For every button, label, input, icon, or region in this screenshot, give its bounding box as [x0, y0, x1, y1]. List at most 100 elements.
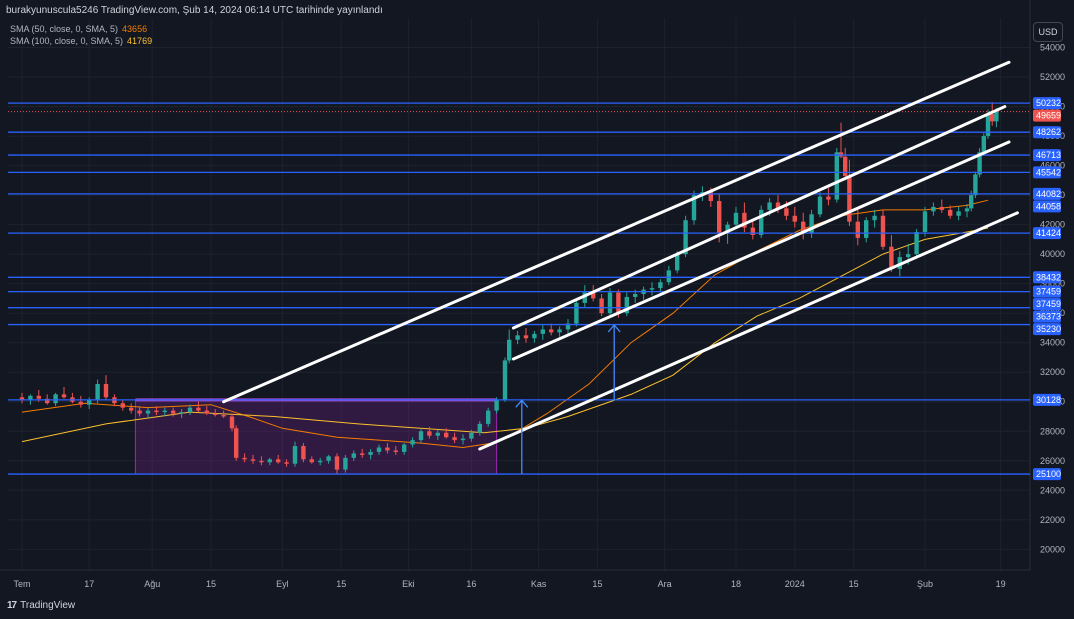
candle-body [229, 416, 235, 429]
candle-body [549, 329, 554, 333]
candle-body [624, 296, 629, 314]
candle-body [990, 113, 995, 122]
candle-body [922, 211, 928, 233]
price-tag-label: 35230 [1036, 324, 1061, 334]
candle-body [948, 209, 953, 216]
candle-body [834, 152, 839, 200]
channel-line [222, 60, 1011, 404]
channel-line [511, 140, 1011, 361]
candle-body [179, 412, 184, 414]
time-tick-label: 16 [466, 579, 476, 589]
candle-body [616, 292, 621, 314]
candle-body [53, 394, 58, 404]
candle-body [931, 206, 936, 212]
candle-body [196, 407, 201, 411]
candle-body [607, 292, 613, 314]
price-tag-label: 49659 [1036, 111, 1061, 121]
candle-body [649, 288, 655, 290]
sma100-label: SMA (100, close, 0, SMA, 5) [10, 36, 124, 46]
price-tick-label: 42000 [1040, 220, 1065, 230]
candle-body [120, 403, 125, 408]
candle-body [523, 335, 529, 339]
candle-body [402, 444, 407, 452]
candle-body [969, 195, 974, 209]
candle-body [259, 460, 264, 463]
candle-body [61, 394, 67, 398]
candle-body [234, 428, 239, 458]
sma50-label: SMA (50, close, 0, SMA, 5) [10, 24, 119, 34]
candle-body [36, 395, 41, 399]
price-tick-label: 22000 [1040, 515, 1065, 525]
candle-body [855, 221, 860, 238]
time-axis[interactable]: Tem 17 Ağu 15 Eyl 15 Eki 16 Kas 15 Ara 18 2024 15 Şub 1… [13, 579, 1005, 589]
candle-body [162, 410, 167, 413]
trend-channels [222, 60, 1019, 451]
candle-body [242, 457, 247, 460]
grid [0, 0, 1031, 571]
price-tick-label: 28000 [1040, 426, 1065, 436]
time-tick-label: 18 [731, 579, 741, 589]
candle-body [864, 220, 869, 238]
candle-body [633, 294, 638, 297]
level-price-tag [1033, 298, 1061, 311]
candle-body [250, 459, 256, 461]
candle-body [418, 431, 424, 441]
level-price-tag [1033, 393, 1061, 406]
level-price-tag [1033, 97, 1061, 110]
time-tick-label: Eyl [276, 579, 289, 589]
candle-body [801, 221, 806, 234]
candle-body [171, 410, 176, 414]
candle-body [292, 446, 298, 464]
price-tag-label: 41424 [1036, 228, 1061, 238]
sma50-legend[interactable]: SMA (50, close, 0, SMA, 5) 43656 [10, 24, 147, 34]
candle-body [368, 451, 373, 455]
candle-body [385, 447, 390, 451]
candle-body [334, 456, 340, 470]
level-price-tag [1033, 271, 1061, 284]
price-tag-label: 38432 [1036, 272, 1061, 282]
candle-body [889, 246, 894, 269]
sma50-value: 43656 [122, 24, 148, 34]
time-tick-label: Ara [658, 579, 672, 589]
price-tag-label: 44082 [1036, 189, 1061, 199]
candle-body [19, 397, 25, 401]
price-tag-label: 36373 [1036, 312, 1061, 322]
price-tick-label: 20000 [1040, 544, 1065, 554]
candle-body [427, 431, 432, 436]
channel-line [511, 105, 1007, 330]
candle-body [599, 298, 604, 314]
candle-body [591, 292, 596, 299]
price-tick-label: 34000 [1040, 338, 1065, 348]
candle-body [393, 450, 398, 452]
candle-body [985, 113, 991, 137]
level-price-tag [1033, 285, 1061, 298]
candle-body [187, 407, 193, 413]
candle-body [742, 212, 747, 228]
candle-body [565, 323, 571, 330]
candle-body [103, 384, 109, 398]
candle-body [880, 215, 886, 247]
candle-body [469, 432, 474, 439]
candle-body [444, 432, 449, 438]
candle-body [809, 214, 814, 234]
candle-body [981, 136, 986, 153]
candle-body [658, 282, 663, 289]
candle-body [540, 329, 545, 334]
candle-body [460, 438, 466, 441]
time-tick-label: Eki [402, 579, 415, 589]
candle-body [582, 292, 587, 303]
candle-body [872, 215, 877, 221]
candle-body [213, 413, 218, 416]
candle-body [145, 410, 151, 414]
sma100-legend[interactable]: SMA (100, close, 0, SMA, 5) 41769 [10, 36, 152, 46]
candle-body [792, 215, 797, 222]
price-tick-label: 52000 [1040, 72, 1065, 82]
currency-button[interactable]: USD [1033, 22, 1063, 42]
candle-body [343, 457, 348, 470]
candle-body [557, 329, 562, 333]
candle-body [267, 459, 272, 463]
candle-body [486, 410, 491, 424]
candle-body [78, 401, 83, 405]
candle-body [129, 407, 134, 411]
